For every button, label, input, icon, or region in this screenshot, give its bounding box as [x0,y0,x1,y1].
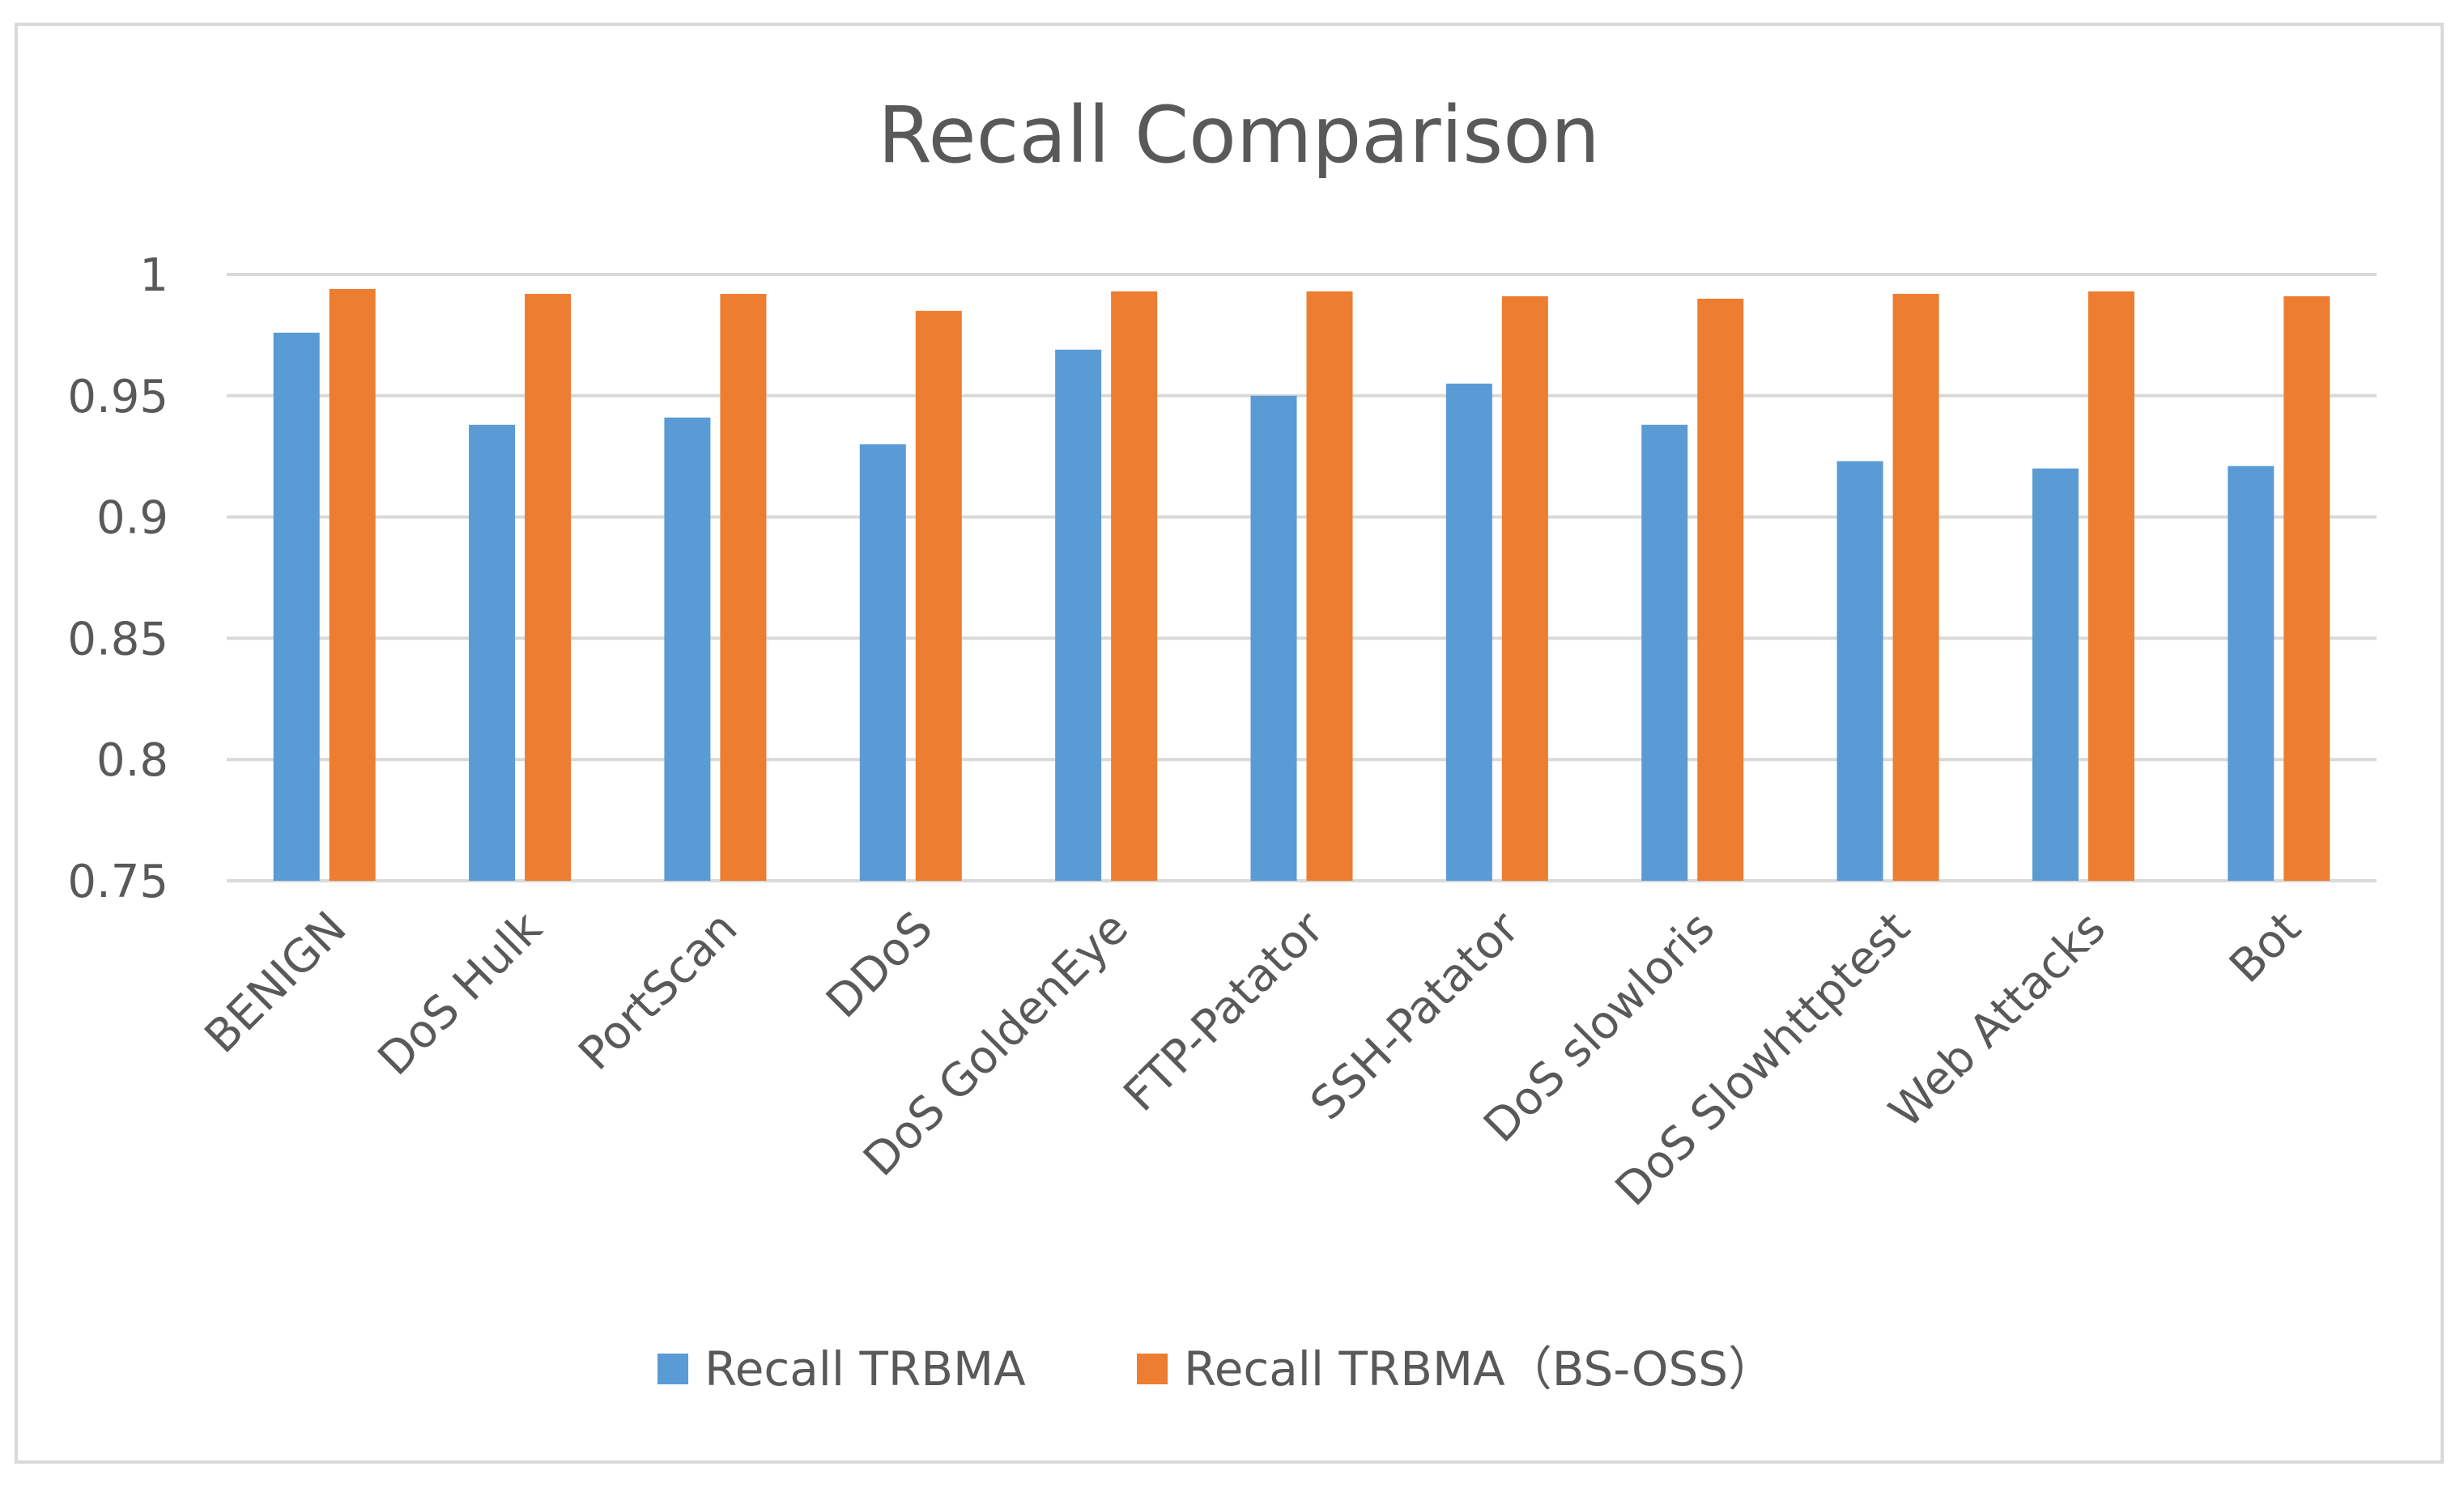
y-axis-ticks: 0.75 0.8 0.85 0.9 0.95 1 [67,249,168,908]
bar-recall-trbma-bs-oss [1306,291,1353,881]
bar-recall-trbma-bs-oss [329,288,376,881]
legend: Recall TRBMA Recall TRBMA（BS-OSS） [657,1341,1775,1396]
bar-recall-trbma [1445,383,1492,881]
legend-label-recall-trbma-bs-oss: Recall TRBMA（BS-OSS） [1184,1341,1775,1396]
legend-swatch-recall-trbma-bs-oss [1137,1354,1168,1384]
bar-recall-trbma [1250,395,1297,881]
y-tick-label: 0.9 [96,492,168,545]
bar-recall-trbma [1836,461,1883,881]
bar-recall-trbma [2032,468,2079,881]
bars [273,288,2330,882]
x-category-label: PortScan [569,902,748,1081]
bar-recall-trbma-bs-oss [1697,298,1744,882]
bar-recall-trbma [1641,424,1688,881]
bar-recall-trbma-bs-oss [1111,291,1158,881]
y-tick-label: 1 [139,249,168,302]
bar-recall-trbma [273,332,320,881]
y-tick-label: 0.95 [67,371,168,423]
bar-recall-trbma-bs-oss [915,310,962,881]
bar-recall-trbma-bs-oss [1501,295,1548,881]
bar-recall-trbma [469,424,516,881]
y-tick-label: 0.8 [96,734,168,787]
bar-recall-trbma-bs-oss [2087,291,2134,881]
legend-swatch-recall-trbma [657,1354,688,1384]
x-category-label: BENIGN [195,902,357,1064]
bar-recall-trbma [664,417,711,881]
legend-label-recall-trbma: Recall TRBMA [704,1341,1026,1396]
bar-recall-trbma-bs-oss [2283,295,2330,881]
x-category-label: FTP-Patator [1114,901,1334,1121]
bar-recall-trbma [1055,349,1102,882]
bar-recall-trbma [2228,465,2275,881]
gridlines [227,273,2377,882]
bar-recall-trbma-bs-oss [525,293,572,881]
x-category-label: DoS Hulk [368,902,553,1086]
chart-title: Recall Comparison [878,90,1600,181]
x-category-label: Bot [2219,902,2311,993]
x-category-label: DDoS [816,902,943,1028]
bar-recall-trbma-bs-oss [1892,293,1939,881]
bar-recall-trbma-bs-oss [720,293,767,881]
bar-recall-trbma [859,444,906,881]
y-tick-label: 0.75 [67,856,168,908]
y-tick-label: 0.85 [67,613,168,665]
